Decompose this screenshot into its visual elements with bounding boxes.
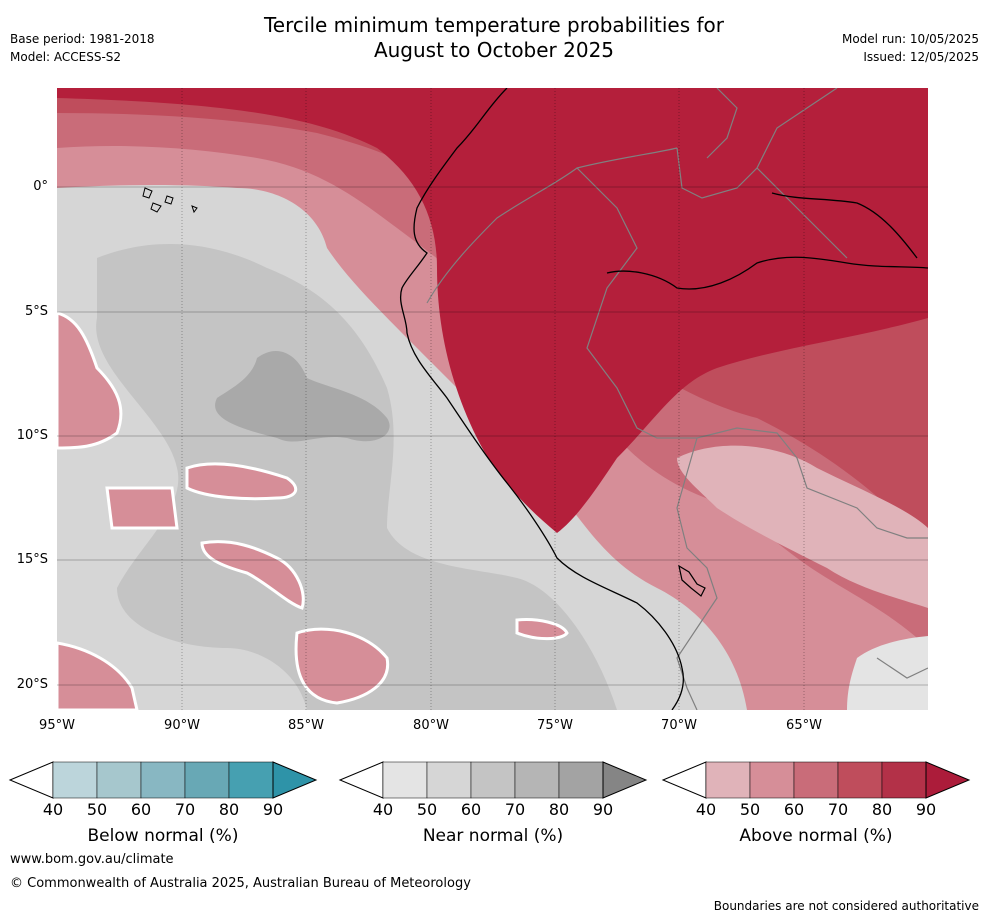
- near-bin-70: [514, 761, 560, 799]
- galapagos-islands: [142, 187, 198, 214]
- below-bin-60: [140, 761, 186, 799]
- above-tick-50: 50: [739, 800, 761, 819]
- above-extend-low: [661, 761, 707, 799]
- issued-text: Issued: 12/05/2025: [863, 50, 979, 64]
- meta-left: Base period: 1981-2018 Model: ACCESS-S2: [10, 32, 155, 64]
- below-bin-80: [228, 761, 274, 799]
- map-svg: [57, 88, 928, 710]
- lon-label-80w: 80°W: [413, 718, 449, 733]
- below-bin-70: [184, 761, 230, 799]
- colorbar-below-svg: [8, 761, 318, 799]
- footer-copyright: © Commonwealth of Australia 2025, Austra…: [10, 876, 471, 891]
- colorbar-above-normal: [661, 760, 971, 800]
- lat-label-20s: 20°S: [16, 677, 48, 692]
- lat-label-5s: 5°S: [24, 304, 48, 319]
- above-patch-6: [515, 618, 569, 641]
- near-tick-50: 50: [416, 800, 438, 819]
- near-extend-high: [602, 761, 648, 799]
- title-line-1: Tercile minimum temperature probabilitie…: [263, 13, 725, 37]
- near-bin-80: [558, 761, 604, 799]
- above-tick-60: 60: [783, 800, 805, 819]
- model-text: Model: ACCESS-S2: [10, 50, 122, 64]
- above-tick-70: 70: [827, 800, 849, 819]
- near-bin-60: [470, 761, 516, 799]
- below-bin-40: [52, 761, 98, 799]
- above-bin-80: [881, 761, 927, 799]
- near-tick-90: 90: [592, 800, 614, 819]
- near-normal-title: Near normal (%): [422, 826, 564, 846]
- near-normal-southeast: [847, 636, 928, 710]
- above-patch-1: [185, 462, 298, 501]
- near-bin-50: [426, 761, 472, 799]
- below-normal-title: Below normal (%): [87, 826, 239, 846]
- above-patch-3: [200, 540, 305, 610]
- colorbar-near-svg: [338, 761, 648, 799]
- lon-label-75w: 75°W: [537, 718, 573, 733]
- near-tick-80: 80: [548, 800, 570, 819]
- below-extend-low: [8, 761, 54, 799]
- above-tick-80: 80: [871, 800, 893, 819]
- lon-label-85w: 85°W: [288, 718, 324, 733]
- above-bin-50: [749, 761, 795, 799]
- near-normal-50-area: [96, 244, 617, 710]
- model-run-text: Model run: 10/05/2025: [841, 32, 979, 46]
- below-tick-70: 70: [174, 800, 196, 819]
- below-extend-high: [272, 761, 318, 799]
- colorbar-below-normal: [8, 760, 318, 800]
- lon-label-65w: 65°W: [786, 718, 822, 733]
- near-normal-60-area: [215, 350, 390, 442]
- above-normal-80-area: [57, 88, 928, 533]
- lon-label-90w: 90°W: [164, 718, 200, 733]
- below-tick-90: 90: [262, 800, 284, 819]
- below-tick-40: 40: [42, 800, 64, 819]
- above-extend-high: [925, 761, 971, 799]
- lake-titicaca: [678, 564, 706, 597]
- near-tick-60: 60: [460, 800, 482, 819]
- above-tick-40: 40: [695, 800, 717, 819]
- above-patch-4: [294, 627, 390, 705]
- below-tick-60: 60: [130, 800, 152, 819]
- lat-label-0: 0°: [33, 179, 48, 194]
- above-bin-40: [705, 761, 751, 799]
- above-bin-60: [793, 761, 839, 799]
- coastline: [400, 88, 684, 710]
- footer-note: Boundaries are not considered authoritat…: [713, 899, 979, 913]
- colorbar-above-svg: [661, 761, 971, 799]
- amazon-river: [606, 192, 928, 290]
- page-title: Tercile minimum temperature probabilitie…: [0, 13, 988, 63]
- above-bin-70: [837, 761, 883, 799]
- below-bin-50: [96, 761, 142, 799]
- near-bin-40: [382, 761, 428, 799]
- footer-url-link[interactable]: www.bom.gov.au/climate: [10, 852, 174, 867]
- probability-map: [57, 88, 928, 710]
- above-patch-2: [105, 486, 179, 530]
- lat-label-15s: 15°S: [16, 552, 48, 567]
- above-patch-5: [57, 641, 139, 710]
- lon-label-70w: 70°W: [661, 718, 697, 733]
- meta-right: Model run: 10/05/2025 Issued: 12/05/2025: [842, 32, 979, 64]
- country-borders: [426, 88, 928, 710]
- colorbar-near-normal: [338, 760, 648, 800]
- near-tick-40: 40: [372, 800, 394, 819]
- lat-label-10s: 10°S: [16, 428, 48, 443]
- near-tick-70: 70: [504, 800, 526, 819]
- grid-lines: [57, 88, 928, 710]
- lon-label-95w: 95°W: [39, 718, 75, 733]
- light-above-normal-area: [677, 445, 928, 608]
- above-tick-90: 90: [915, 800, 937, 819]
- below-tick-80: 80: [218, 800, 240, 819]
- base-period-text: Base period: 1981-2018: [10, 32, 155, 46]
- title-line-2: August to October 2025: [373, 38, 615, 62]
- below-tick-50: 50: [86, 800, 108, 819]
- near-extend-low: [338, 761, 384, 799]
- above-normal-title: Above normal (%): [739, 826, 893, 846]
- above-patch-west: [57, 311, 123, 450]
